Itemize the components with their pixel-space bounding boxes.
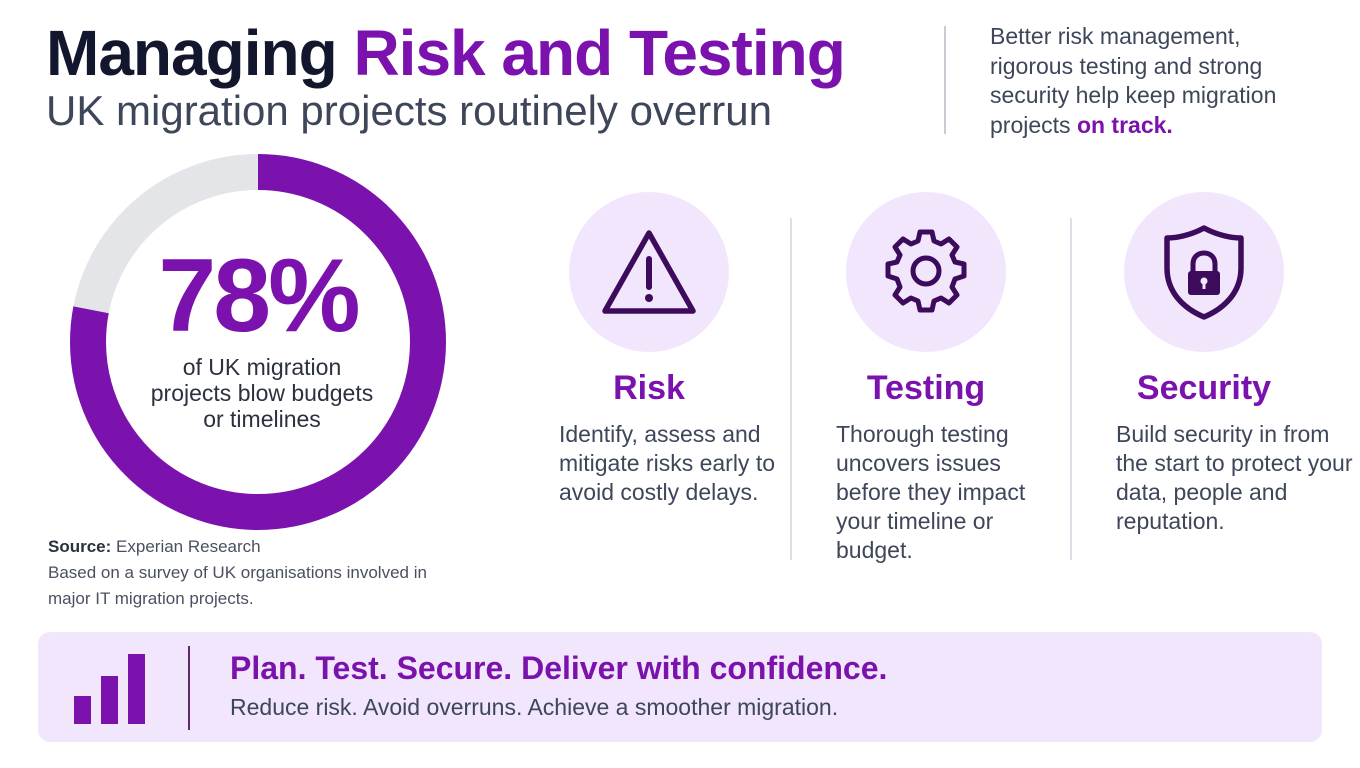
pillar-title-security: Security — [1136, 369, 1272, 407]
pillar-text-testing: Thorough testing uncovers issues before … — [836, 421, 1026, 563]
risk-icon-circle — [569, 192, 729, 352]
donut-progress — [70, 154, 446, 530]
pillar-title-testing: Testing — [866, 369, 986, 407]
page-subtitle: UK migration projects routinely overrun — [46, 87, 772, 134]
banner-headline: Plan. Test. Secure. Deliver with confide… — [230, 650, 888, 686]
header-note-text: Better risk management, rigorous testing… — [990, 23, 1277, 138]
title-accent: Risk and Testing — [353, 17, 845, 89]
page-title: Managing Risk and Testing — [46, 14, 846, 92]
source-note: Source: Experian Research Based on a sur… — [48, 534, 468, 612]
pillar-security: Security Build security in from the star… — [1116, 192, 1360, 534]
pillar-title-risk: Risk — [613, 369, 685, 407]
header-divider — [944, 26, 946, 134]
title-main: Managing — [46, 17, 354, 89]
pillar-text-risk: Identify, assess and mitigate risks earl… — [559, 421, 776, 505]
bottom-banner: Plan. Test. Secure. Deliver with confide… — [38, 632, 1322, 742]
banner-tagline: Reduce risk. Avoid overruns. Achieve a s… — [230, 694, 839, 720]
header-note: Better risk management, rigorous testing… — [990, 22, 1330, 140]
source-label: Source: — [48, 537, 112, 556]
pillar-divider — [1070, 218, 1072, 560]
source-name: Experian Research — [116, 537, 261, 556]
stat-label: of UK migration projects blow budgets or… — [150, 354, 374, 432]
stat-value: 78% — [158, 238, 360, 354]
source-description: Based on a survey of UK organisations in… — [48, 563, 427, 608]
testing-icon-circle — [846, 192, 1006, 352]
banner-divider — [188, 646, 190, 730]
gear-icon — [885, 229, 967, 313]
pillar-text-security: Build security in from the start to prot… — [1116, 421, 1353, 534]
security-icon-circle — [1124, 192, 1284, 352]
header-note-highlight: on track. — [1076, 111, 1173, 138]
pillar-testing: Testing Thorough testing uncovers issues… — [836, 192, 1106, 563]
shield-lock-icon — [1164, 225, 1244, 320]
pillar-divider — [790, 218, 792, 560]
bar-chart-icon — [74, 654, 145, 724]
progress-donut — [70, 154, 446, 530]
warning-triangle-icon — [602, 230, 696, 314]
pillar-risk: Risk Identify, assess and mitigate risks… — [559, 192, 829, 505]
